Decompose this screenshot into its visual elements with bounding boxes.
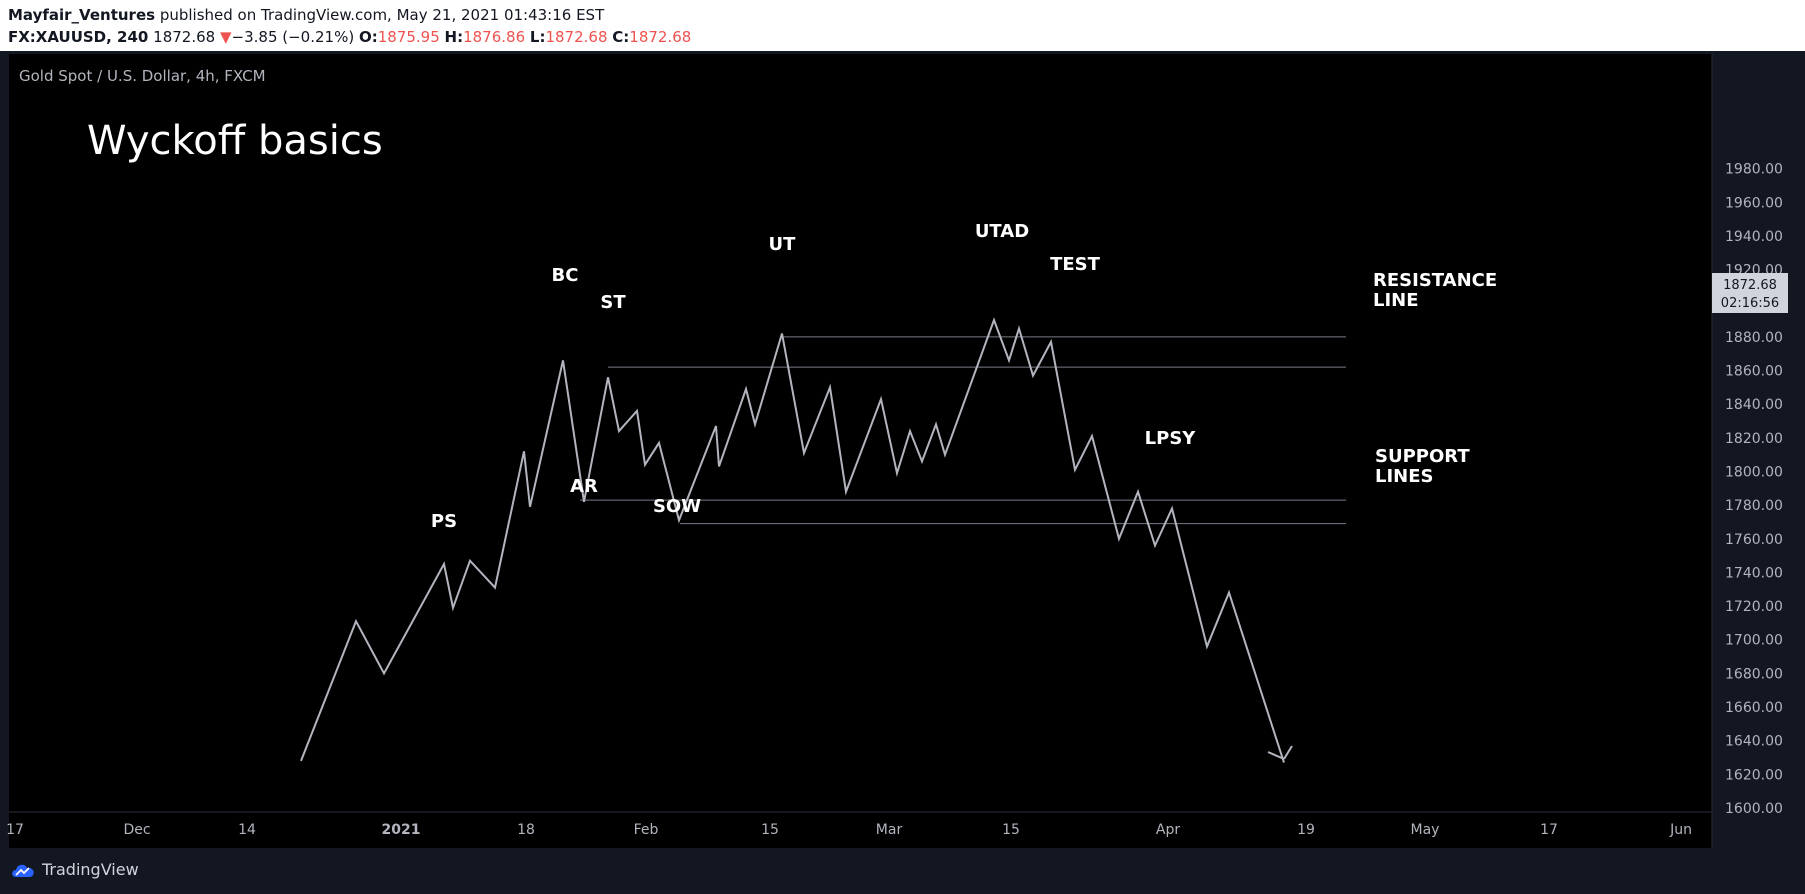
low-label: L: <box>529 28 546 46</box>
tradingview-logo[interactable]: TradingView <box>10 860 139 879</box>
open-value: 1875.95 <box>377 28 440 46</box>
down-arrow-icon: ▼ <box>219 28 232 46</box>
time-axis[interactable]: 17 Dec 14 2021 18 Feb 15 Mar 15 Apr 19 May 17 Jun <box>6 822 1692 838</box>
annotation-utad: UTAD <box>975 221 1029 242</box>
price-tick-label: 1720.00 <box>1725 599 1783 615</box>
price-tick-label: 1620.00 <box>1725 767 1783 783</box>
time-tick-label: Mar <box>876 822 903 838</box>
time-tick-label: 14 <box>238 822 256 838</box>
footer-brand: TradingView <box>42 860 139 879</box>
annotation-ps: PS <box>431 511 457 532</box>
close-label: C: <box>612 28 630 46</box>
tradingview-cloud-icon <box>12 864 34 877</box>
last-price-tag <box>1712 273 1788 313</box>
price-tick-label: 1860.00 <box>1725 364 1783 380</box>
time-tick-label: 2021 <box>382 822 421 838</box>
price-tick-label: 1780.00 <box>1725 498 1783 514</box>
annotation-lines: LINES <box>1375 466 1434 487</box>
annotation-resistance: RESISTANCE <box>1373 270 1497 291</box>
time-tick-label: 15 <box>761 822 779 838</box>
annotation-st: ST <box>600 292 626 313</box>
high-value: 1876.86 <box>463 28 526 46</box>
annotation-ut: UT <box>769 234 797 255</box>
price-chart: 1600.00 1620.00 1640.00 1660.00 1680.00 1700.… <box>6 54 1788 848</box>
wyckoff-annotations: PSBCSTARSOWUTUTADTESTLPSYRESISTANCELINES… <box>431 221 1497 532</box>
chart-headline: Wyckoff basics <box>87 118 383 164</box>
symbol-title: Gold Spot / U.S. Dollar, 4h, FXCM <box>19 67 266 85</box>
published-text: published on TradingView.com, May 21, 20… <box>159 6 605 24</box>
time-tick-label: 17 <box>6 822 24 838</box>
low-value: 1872.68 <box>545 28 608 46</box>
open-label: O: <box>358 28 378 46</box>
annotation-ar: AR <box>570 476 598 497</box>
price-tick-label: 1740.00 <box>1725 565 1783 581</box>
annotation-line: LINE <box>1373 290 1419 311</box>
price-tick-label: 1840.00 <box>1725 397 1783 413</box>
author-name[interactable]: Mayfair_Ventures <box>8 6 156 24</box>
time-tick-label: Feb <box>634 822 659 838</box>
time-tick-label: 19 <box>1297 822 1315 838</box>
price-tick-label: 1960.00 <box>1725 195 1783 211</box>
price-tick-label: 1800.00 <box>1725 464 1783 480</box>
price-tick-label: 1880.00 <box>1725 330 1783 346</box>
price-tick-label: 1980.00 <box>1725 162 1783 178</box>
price-tick-label: 1660.00 <box>1725 700 1783 716</box>
price-series-line[interactable] <box>300 317 1285 763</box>
annotation-bc: BC <box>552 265 579 286</box>
time-tick-label: Dec <box>123 822 150 838</box>
price-tick-label: 1940.00 <box>1725 229 1783 245</box>
price-tick-label: 1640.00 <box>1725 734 1783 750</box>
price-change: −3.85 (−0.21%) <box>231 28 355 46</box>
publish-info: Mayfair_Ventures published on TradingVie… <box>8 6 604 24</box>
current-price: 1872.68 <box>153 28 216 46</box>
last-price-label: 1872.68 <box>1723 278 1777 293</box>
price-tick-label: 1680.00 <box>1725 666 1783 682</box>
annotation-test: TEST <box>1050 254 1101 275</box>
price-tick-label: 1760.00 <box>1725 532 1783 548</box>
publish-header: Mayfair_Ventures published on TradingVie… <box>0 0 1805 51</box>
close-value: 1872.68 <box>629 28 692 46</box>
arrow-head-icon <box>1267 745 1293 760</box>
time-tick-label: 17 <box>1540 822 1558 838</box>
countdown-label: 02:16:56 <box>1721 296 1779 311</box>
symbol-label: FX:XAUUSD, 240 <box>8 28 149 46</box>
high-label: H: <box>444 28 464 46</box>
annotation-support: SUPPORT <box>1375 446 1470 467</box>
price-tick-label: 1700.00 <box>1725 633 1783 649</box>
price-axis[interactable]: 1600.00 1620.00 1640.00 1660.00 1680.00 1700.… <box>1725 162 1783 817</box>
annotation-lpsy: LPSY <box>1145 428 1197 449</box>
annotation-sow: SOW <box>653 496 701 517</box>
time-tick-label: May <box>1411 822 1440 838</box>
time-tick-label: Jun <box>1669 822 1692 838</box>
price-tick-label: 1600.00 <box>1725 801 1783 817</box>
time-tick-label: 15 <box>1002 822 1020 838</box>
footer-bar: TradingView <box>0 850 1805 894</box>
price-tick-label: 1820.00 <box>1725 431 1783 447</box>
time-tick-label: Apr <box>1156 822 1180 838</box>
symbol-info: FX:XAUUSD, 240 1872.68 ▼−3.85 (−0.21%) O… <box>8 28 691 46</box>
time-tick-label: 18 <box>517 822 535 838</box>
